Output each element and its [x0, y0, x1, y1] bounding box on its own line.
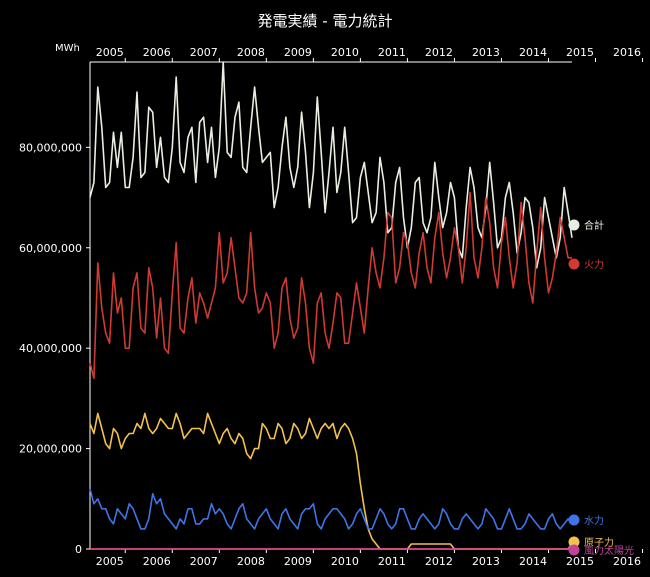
x-tick-label-top: 2013	[472, 46, 500, 59]
x-tick-label-bottom: 2013	[472, 555, 500, 568]
series-line-3	[89, 488, 573, 530]
series-line-0	[89, 61, 573, 269]
x-tick-label-bottom: 2006	[143, 555, 171, 568]
x-tick-label-bottom: 2012	[425, 555, 453, 568]
legend-label-3: 原子力	[584, 536, 614, 549]
x-tick-label-top: 2015	[566, 46, 594, 59]
x-tick-label-top: 2005	[96, 46, 124, 59]
legend-marker-2	[568, 514, 580, 526]
y-tick-label: 80,000,000	[19, 141, 82, 154]
legend-label-0: 合計	[584, 219, 604, 232]
x-tick-label-top: 2016	[613, 46, 641, 59]
x-tick-label-top: 2007	[190, 46, 218, 59]
x-tick-label-top: 2008	[237, 46, 265, 59]
x-tick-label-top: 2011	[378, 46, 406, 59]
y-tick-label: 60,000,000	[19, 242, 82, 255]
x-tick-label-top: 2009	[284, 46, 312, 59]
axes: 0 20,000,000 40,000,000 60,000,000 80,000,00…	[19, 46, 644, 568]
y-tick-label: 40,000,000	[19, 342, 82, 355]
legend-marker-0	[568, 219, 580, 231]
legend-marker-4	[568, 544, 580, 556]
x-tick-label-top: 2012	[425, 46, 453, 59]
series-line-1	[89, 191, 572, 380]
x-tick-label-bottom: 2007	[190, 555, 218, 568]
y-axis-label: MWh	[55, 43, 80, 54]
legend-label-4: 風力太陽光	[584, 544, 634, 557]
legend-marker-1	[568, 258, 580, 270]
x-tick-label-top: 2014	[519, 46, 547, 59]
x-tick-label-top: 2006	[143, 46, 171, 59]
chart-title: 発電実績 - 電力統計	[258, 12, 393, 30]
x-tick-label-bottom: 2009	[284, 555, 312, 568]
series-layer	[89, 61, 573, 550]
legend-label-1: 火力	[584, 258, 604, 271]
x-tick-label-bottom: 2011	[378, 555, 406, 568]
x-tick-label-top: 2010	[331, 46, 359, 59]
x-tick-label-bottom: 2016	[613, 555, 641, 568]
y-tick-label: 0	[75, 543, 82, 556]
x-tick-label-bottom: 2010	[331, 555, 359, 568]
y-tick-label: 20,000,000	[19, 443, 82, 456]
x-tick-label-bottom: 2014	[519, 555, 547, 568]
x-tick-label-bottom: 2015	[566, 555, 594, 568]
legend-marker-3	[568, 536, 580, 548]
legend-label-2: 水力	[584, 514, 604, 527]
x-tick-label-bottom: 2008	[237, 555, 265, 568]
x-tick-label-bottom: 2005	[96, 555, 124, 568]
